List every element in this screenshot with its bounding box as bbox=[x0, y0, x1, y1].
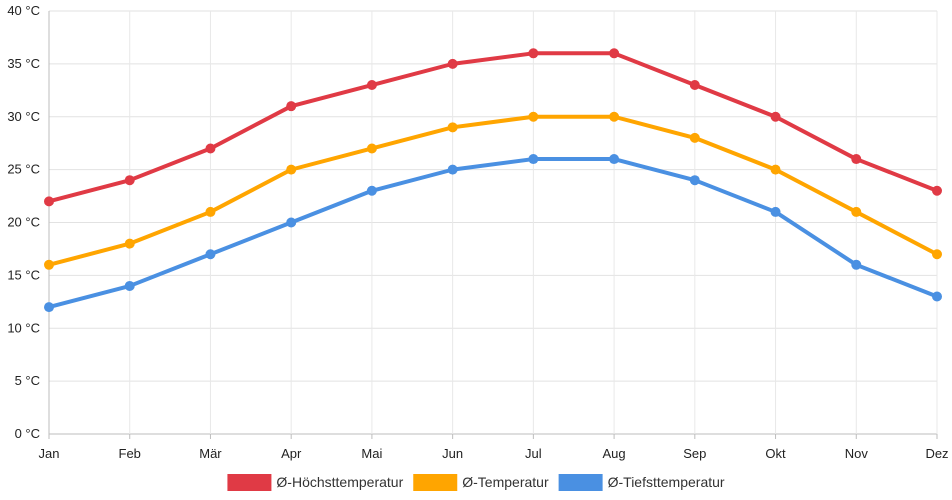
data-point bbox=[366, 185, 377, 196]
data-point bbox=[770, 206, 781, 217]
data-point bbox=[851, 206, 862, 217]
y-tick-label: 5 °C bbox=[15, 373, 40, 388]
data-point bbox=[528, 154, 539, 165]
x-tick-label: Jan bbox=[39, 446, 60, 461]
x-tick-label: Dez bbox=[925, 446, 948, 461]
data-point bbox=[528, 111, 539, 122]
legend-item-0: Ø-Höchsttemperatur bbox=[227, 474, 404, 491]
x-tick-label: Aug bbox=[603, 446, 626, 461]
y-tick-label: 0 °C bbox=[15, 426, 40, 441]
data-point bbox=[44, 196, 54, 207]
y-tick-label: 40 °C bbox=[7, 3, 40, 18]
x-tick-label: Feb bbox=[119, 446, 141, 461]
data-point bbox=[366, 80, 377, 91]
x-tick-label: Jul bbox=[525, 446, 542, 461]
x-tick-label: Mai bbox=[361, 446, 382, 461]
legend-swatch bbox=[227, 474, 272, 491]
data-point bbox=[609, 111, 620, 122]
series-line bbox=[47, 157, 939, 310]
x-tick-label: Jun bbox=[442, 446, 463, 461]
legend-label: Ø-Höchsttemperatur bbox=[276, 474, 403, 490]
x-tick-label: Sep bbox=[683, 446, 706, 461]
legend-item-1: Ø-Temperatur bbox=[413, 474, 549, 491]
x-tick-label: Mär bbox=[199, 446, 222, 461]
y-tick-label: 20 °C bbox=[7, 215, 40, 230]
data-point bbox=[366, 143, 377, 154]
series-line bbox=[47, 114, 939, 267]
data-point bbox=[44, 259, 54, 270]
x-tick-label: Okt bbox=[765, 446, 786, 461]
x-tick-label: Apr bbox=[281, 446, 302, 461]
data-point bbox=[932, 185, 942, 196]
series-2 bbox=[44, 154, 942, 313]
data-point bbox=[689, 132, 700, 143]
data-point bbox=[124, 175, 135, 186]
y-tick-label: 35 °C bbox=[7, 56, 40, 71]
legend-swatch bbox=[413, 474, 458, 491]
data-point bbox=[447, 164, 458, 175]
data-point bbox=[286, 101, 297, 112]
data-point bbox=[689, 80, 700, 91]
series-line bbox=[47, 51, 939, 204]
y-tick-label: 10 °C bbox=[7, 320, 40, 335]
data-point bbox=[689, 175, 700, 186]
data-point bbox=[932, 291, 942, 302]
data-point bbox=[44, 302, 54, 313]
data-point bbox=[447, 122, 458, 133]
y-tick-label: 15 °C bbox=[7, 267, 40, 282]
data-point bbox=[851, 259, 862, 270]
legend-item-2: Ø-Tiefsttemperatur bbox=[558, 474, 725, 491]
legend: Ø-Höchsttemperatur Ø-Temperatur Ø-Tiefstte… bbox=[227, 474, 725, 491]
legend-label: Ø-Temperatur bbox=[462, 474, 549, 490]
data-point bbox=[609, 154, 620, 165]
data-point bbox=[851, 154, 862, 165]
data-point bbox=[205, 249, 216, 260]
data-point bbox=[528, 48, 539, 59]
data-point bbox=[932, 249, 942, 260]
x-axis: Jan Feb Mär Apr Mai Jun Jul Aug Sep Okt Nov Dez bbox=[39, 434, 949, 461]
y-tick-label: 25 °C bbox=[7, 162, 40, 177]
series-1 bbox=[44, 111, 942, 270]
y-axis: 0 °C 5 °C 10 °C 15 °C 20 °C 25 °C 30 °C 35 °C 40… bbox=[7, 3, 40, 441]
data-point bbox=[770, 111, 781, 122]
legend-swatch bbox=[558, 474, 603, 491]
data-point bbox=[124, 238, 135, 249]
data-point bbox=[609, 48, 620, 59]
series-group bbox=[44, 48, 942, 313]
data-point bbox=[205, 143, 216, 154]
data-point bbox=[770, 164, 781, 175]
y-tick-label: 30 °C bbox=[7, 109, 40, 124]
legend-label: Ø-Tiefsttemperatur bbox=[608, 474, 725, 490]
data-point bbox=[286, 164, 297, 175]
data-point bbox=[124, 280, 135, 291]
x-tick-label: Nov bbox=[845, 446, 869, 461]
series-0 bbox=[44, 48, 942, 207]
data-point bbox=[205, 206, 216, 217]
data-point bbox=[286, 217, 297, 228]
data-point bbox=[447, 58, 458, 69]
